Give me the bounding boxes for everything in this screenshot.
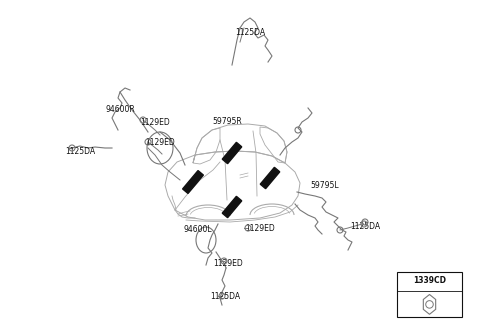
- Text: 1125DA: 1125DA: [235, 28, 265, 37]
- Bar: [397, 272, 462, 317]
- Text: 1125DA: 1125DA: [65, 147, 95, 156]
- Text: 1125DA: 1125DA: [210, 292, 240, 301]
- Polygon shape: [260, 167, 280, 189]
- Text: 1129ED: 1129ED: [245, 224, 275, 233]
- Polygon shape: [222, 142, 242, 164]
- Text: 1129ED: 1129ED: [140, 118, 170, 127]
- Text: 1129ED: 1129ED: [213, 259, 243, 268]
- Text: 59795L: 59795L: [310, 181, 338, 190]
- Text: 94600R: 94600R: [105, 105, 135, 114]
- Text: 1339CD: 1339CD: [413, 276, 446, 284]
- Text: 59795R: 59795R: [212, 117, 242, 126]
- Text: 1129ED: 1129ED: [145, 138, 175, 147]
- Polygon shape: [222, 196, 242, 218]
- Text: 1125DA: 1125DA: [350, 222, 380, 231]
- Text: 94600L: 94600L: [183, 225, 212, 234]
- Polygon shape: [182, 171, 204, 194]
